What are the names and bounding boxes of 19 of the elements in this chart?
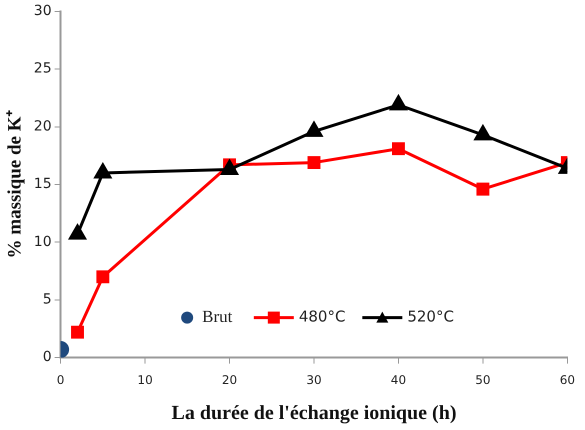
x-tick-label: 20: [222, 372, 238, 387]
y-tick-label: 25: [34, 60, 52, 77]
legend-label: 520°C: [407, 307, 454, 326]
x-tick-label: 40: [390, 372, 406, 387]
legend-label: Brut: [202, 307, 233, 326]
x-tick-label: 60: [560, 372, 576, 387]
y-tick-label: 5: [42, 292, 52, 308]
y-tick-label: 20: [34, 118, 52, 134]
x-axis-title: La durée de l'échange ionique (h): [171, 402, 456, 424]
y-tick-label: 15: [34, 176, 52, 192]
y-tick-label: 0: [42, 349, 52, 366]
x-tick-label: 30: [306, 372, 322, 387]
y-axis-title: % massique de K⁺: [4, 110, 26, 258]
x-tick-label: 50: [475, 372, 491, 387]
legend-label: 480°C: [298, 307, 346, 326]
x-tick-label: 0: [56, 372, 64, 387]
y-tick-label: 30: [34, 3, 52, 20]
y-tick-label: 10: [34, 234, 52, 250]
x-tick-label: 10: [137, 372, 153, 387]
